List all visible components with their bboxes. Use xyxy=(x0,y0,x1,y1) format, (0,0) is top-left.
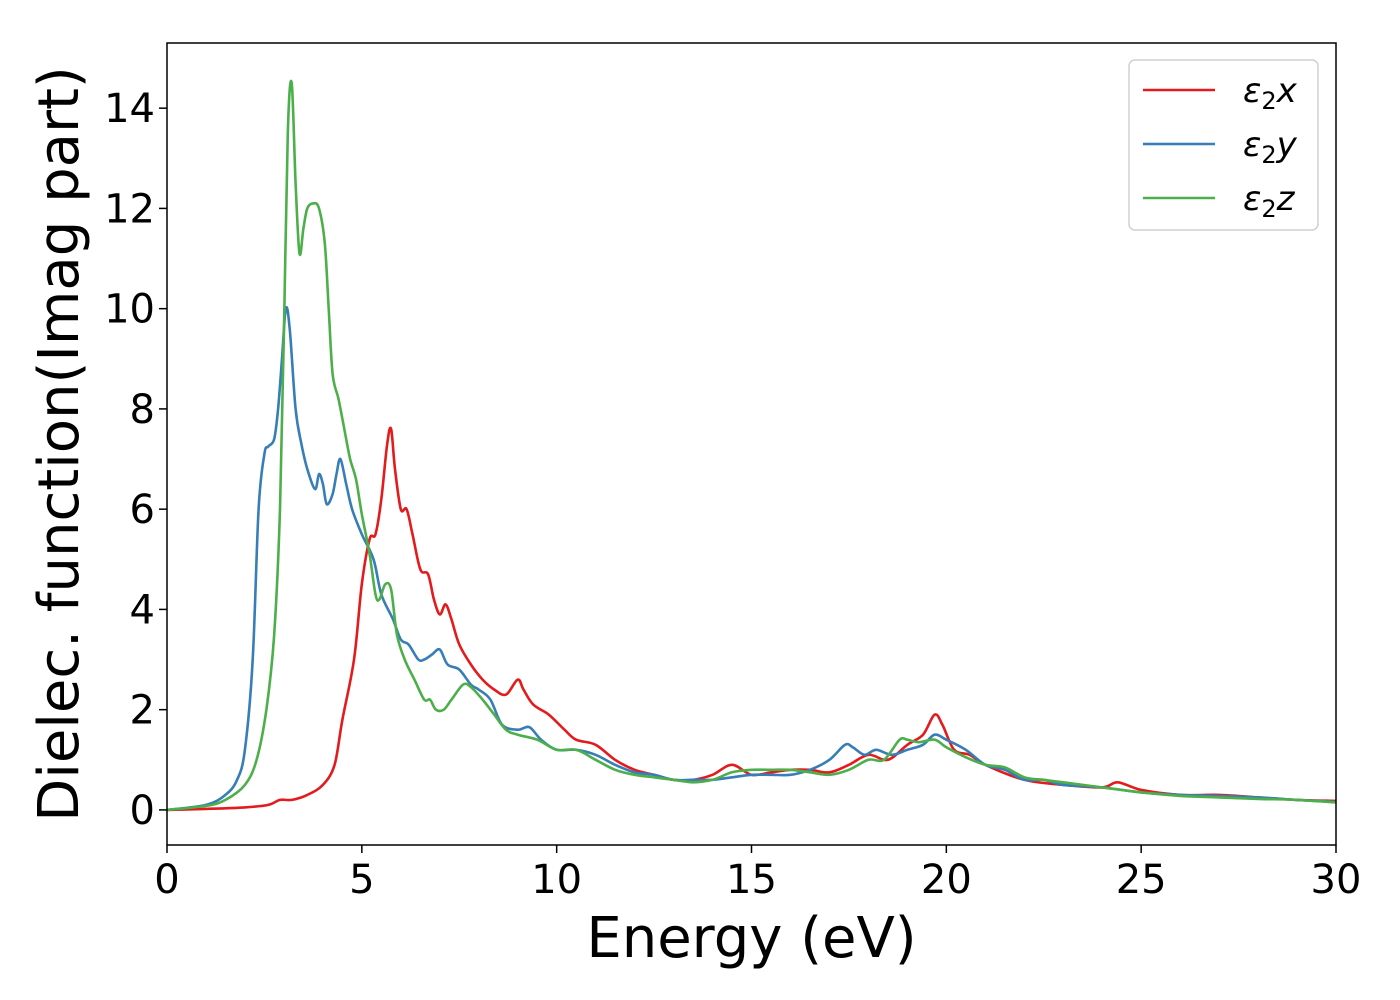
series-layer xyxy=(166,79,1337,812)
legend-label-x: ε2x xyxy=(1243,71,1298,115)
legend: ε2x ε2y ε2z xyxy=(1128,59,1319,231)
y-tick-label: 4 xyxy=(130,587,155,633)
legend-label-z: ε2z xyxy=(1243,179,1296,223)
y-axis-ticks: 0 2 4 6 8 10 12 14 xyxy=(104,86,167,834)
x-tick-label: 10 xyxy=(531,857,582,903)
y-tick-label: 0 xyxy=(130,788,155,834)
x-tick-label: 5 xyxy=(349,857,374,903)
y-tick-label: 2 xyxy=(130,688,155,734)
x-tick-label: 30 xyxy=(1311,857,1362,903)
x-axis-ticks: 0 5 10 15 20 25 30 xyxy=(154,845,1361,903)
y-axis-title: Dielec. function(Imag part) xyxy=(27,66,92,822)
series-line-z xyxy=(166,79,1337,812)
y-tick-label: 6 xyxy=(130,487,155,533)
x-tick-label: 20 xyxy=(921,857,972,903)
y-tick-label: 14 xyxy=(104,86,155,132)
y-tick-label: 12 xyxy=(104,186,155,232)
x-axis-title: Energy (eV) xyxy=(586,906,916,971)
legend-box xyxy=(1128,59,1319,231)
y-tick-label: 8 xyxy=(130,387,155,433)
x-tick-label: 0 xyxy=(154,857,179,903)
y-tick-label: 10 xyxy=(104,287,155,333)
series-line-y xyxy=(166,306,1337,812)
legend-label-y: ε2y xyxy=(1243,125,1298,169)
x-tick-label: 15 xyxy=(726,857,777,903)
x-tick-label: 25 xyxy=(1116,857,1167,903)
series-line-x xyxy=(166,426,1337,812)
